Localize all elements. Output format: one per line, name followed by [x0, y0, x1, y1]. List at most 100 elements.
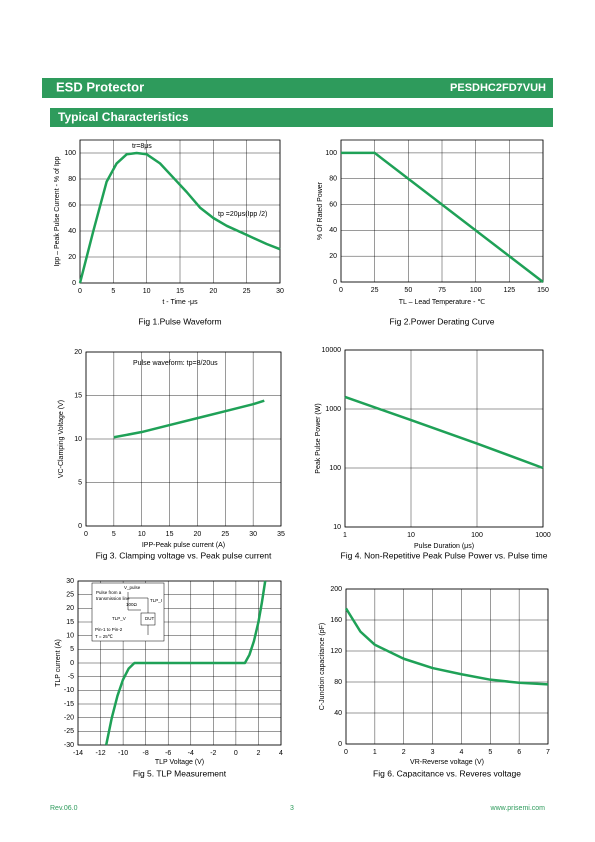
x-axis-label: Pulse Duration (μs): [414, 543, 474, 550]
y-tick-label: 40: [329, 227, 337, 234]
annotation: tp =20μs(Ipp /2): [218, 211, 267, 218]
y-tick-label: 10: [74, 436, 82, 443]
x-tick-label: 10: [138, 531, 146, 538]
y-tick-label: 20: [66, 605, 74, 612]
figure-caption: Fig 5. TLP Measurement: [133, 768, 227, 778]
y-tick-label: 20: [68, 254, 76, 261]
data-line: [78, 151, 281, 284]
x-tick-label: 100: [471, 532, 483, 539]
x-tick-label: 125: [503, 287, 515, 294]
x-tick-label: 25: [243, 288, 251, 295]
inset-label: TLP_I: [150, 598, 162, 603]
figure-caption: Fig 6. Capacitance vs. Reveres voltage: [373, 768, 521, 778]
x-axis-label: TLP Voltage (V): [155, 759, 204, 766]
x-axis-label: t - Time -μs: [162, 299, 198, 306]
y-tick-label: 120: [330, 648, 342, 655]
inset-label: 100Ω: [126, 602, 138, 607]
section-bar: [50, 108, 553, 127]
footer-center: 3: [290, 805, 294, 812]
y-axis-label: VC-Clamping Voltage (V): [58, 400, 65, 478]
y-tick-label: -25: [64, 728, 74, 735]
y-tick-label: 100: [64, 150, 76, 157]
y-tick-label: 40: [68, 228, 76, 235]
x-tick-label: 15: [166, 531, 174, 538]
x-tick-label: 5: [112, 531, 116, 538]
x-tick-label: 20: [194, 531, 202, 538]
y-tick-label: 80: [329, 176, 337, 183]
y-tick-label: 80: [334, 679, 342, 686]
x-tick-label: 10: [143, 288, 151, 295]
x-axis-label: IPP-Peak pulse current (A): [142, 542, 225, 549]
inset-label: transmission line: [96, 596, 130, 601]
data-line: [113, 399, 265, 439]
y-axis-label: % Of Rated Power: [317, 181, 324, 240]
y-tick-label: 100: [325, 150, 337, 157]
y-tick-label: 15: [74, 392, 82, 399]
x-tick-label: 0: [84, 531, 88, 538]
y-tick-label: 100: [329, 465, 341, 472]
inset-label: V_pulse: [124, 585, 141, 590]
y-tick-label: 5: [70, 646, 74, 653]
x-tick-label: 3: [431, 749, 435, 756]
y-axis-label: C-Junction capacitance (pF): [319, 623, 326, 711]
y-tick-label: 1000: [325, 406, 341, 413]
x-tick-label: 25: [371, 287, 379, 294]
y-tick-label: 0: [338, 741, 342, 748]
annotation: tr=8μs: [132, 143, 152, 150]
y-tick-label: 10: [333, 524, 341, 531]
x-tick-label: -4: [188, 750, 194, 757]
footer-right: www.prisemi.com: [490, 805, 546, 812]
annotation: Pulse waveform: tp=8/20us: [133, 360, 218, 367]
data-line: [344, 395, 544, 470]
x-tick-label: -10: [118, 750, 128, 757]
y-tick-label: 0: [333, 279, 337, 286]
x-tick-label: 10: [407, 532, 415, 539]
x-tick-label: -12: [95, 750, 105, 757]
y-tick-label: -30: [64, 742, 74, 749]
x-tick-label: 2: [256, 750, 260, 757]
plot-area: [344, 349, 544, 528]
figure-caption: Fig 1.Pulse Waveform: [138, 316, 221, 326]
x-tick-label: 5: [488, 749, 492, 756]
inset-label: Pin-1 to Pin-2: [95, 627, 123, 632]
y-tick-label: -10: [64, 687, 74, 694]
x-axis-label: VR-Reverse voltage (V): [410, 759, 484, 766]
y-tick-label: 20: [74, 349, 82, 356]
x-tick-label: 30: [249, 531, 257, 538]
inset-label: TLP_V: [112, 616, 126, 621]
header-right: PESDHC2FD7VUH: [450, 82, 546, 94]
x-tick-label: 2: [402, 749, 406, 756]
y-tick-label: 20: [329, 253, 337, 260]
y-tick-label: 80: [68, 176, 76, 183]
y-tick-label: -15: [64, 701, 74, 708]
x-tick-label: 1: [343, 532, 347, 539]
x-tick-label: 30: [276, 288, 284, 295]
footer-left: Rev.06.0: [50, 805, 78, 812]
x-tick-label: 0: [339, 287, 343, 294]
inset-label: Pulse from a: [96, 590, 122, 595]
x-axis-label: TL – Lead Temperature - ℃: [399, 299, 486, 306]
x-tick-label: 0: [234, 750, 238, 757]
y-tick-label: 60: [68, 202, 76, 209]
plot-area: [345, 588, 549, 745]
data-line: [344, 607, 549, 686]
x-tick-label: 20: [209, 288, 217, 295]
x-tick-label: 150: [537, 287, 549, 294]
y-tick-label: 40: [334, 710, 342, 717]
y-tick-label: 160: [330, 617, 342, 624]
x-tick-label: 7: [546, 749, 550, 756]
y-tick-label: 15: [66, 619, 74, 626]
inset-label: DUT: [145, 616, 154, 621]
x-tick-label: 1: [373, 749, 377, 756]
y-tick-label: 0: [70, 660, 74, 667]
y-axis-label: TLP current (A): [55, 639, 62, 687]
y-tick-label: 200: [330, 586, 342, 593]
y-tick-label: 0: [72, 280, 76, 287]
y-tick-label: 30: [66, 578, 74, 585]
y-tick-label: -5: [68, 674, 74, 681]
x-tick-label: 1000: [535, 532, 551, 539]
header-bar: [42, 78, 553, 98]
y-tick-label: 10000: [322, 347, 342, 354]
figure-caption: Fig 3. Clamping voltage vs. Peak pulse c…: [96, 550, 272, 560]
